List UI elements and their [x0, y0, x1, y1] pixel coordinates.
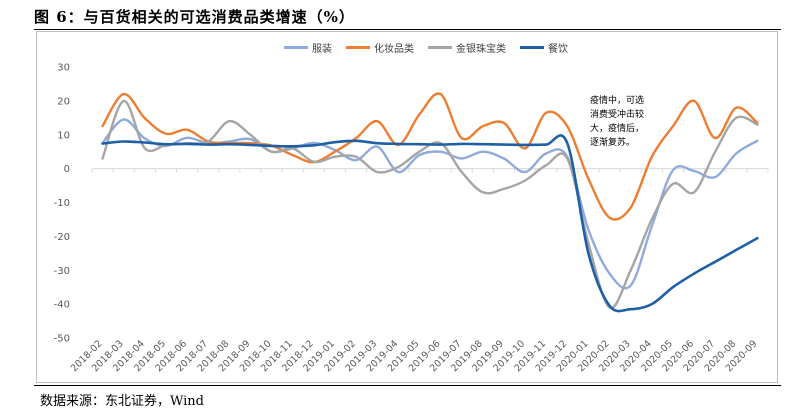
chart-legend: 服装 化妆品类 金银珠宝类 餐饮: [284, 38, 582, 56]
figure-title: 图 6：与百货相关的可选消费品类增速（%）: [34, 8, 355, 26]
y-axis: 30 20 10 0 -10 -20 -30 -40 -50: [54, 63, 70, 345]
y-tick-label: -40: [54, 300, 70, 311]
legend-swatch: [520, 45, 544, 49]
legend-item: 服装: [284, 40, 332, 55]
legend-swatch: [428, 45, 452, 49]
legend-item: 餐饮: [520, 40, 568, 55]
legend-label: 金银珠宝类: [456, 43, 506, 55]
y-tick-label: -20: [54, 232, 70, 243]
legend-item: 金银珠宝类: [428, 40, 506, 55]
y-tick-label: -30: [54, 266, 70, 277]
series-line-3: [101, 99, 759, 309]
y-tick-label: 30: [57, 63, 70, 74]
legend-swatch: [284, 45, 308, 49]
source-rule: [34, 385, 781, 386]
series-line-4: [101, 134, 759, 313]
y-tick-label: 0: [64, 164, 70, 175]
y-tick-label: -10: [54, 198, 70, 209]
legend-label: 化妆品类: [374, 43, 414, 55]
y-tick-label: 10: [57, 130, 70, 141]
legend-label: 餐饮: [548, 43, 568, 55]
legend-item: 化妆品类: [346, 40, 414, 55]
chart-frame: [36, 31, 778, 383]
series-layer: [101, 92, 759, 313]
series-line-2: [101, 92, 759, 221]
title-rule: [34, 29, 781, 30]
y-tick-label: -50: [54, 334, 70, 345]
chart-annotation: 疫情中，可选消费受冲击较大，疫情后，逐渐复苏。: [590, 96, 645, 148]
legend-label: 服装: [312, 43, 332, 55]
x-axis: 2018-022018-032018-042018-052018-062018-…: [69, 168, 769, 374]
data-source: 数据来源：东北证券，Wind: [40, 394, 204, 409]
y-tick-label: 20: [57, 96, 70, 107]
legend-swatch: [346, 45, 370, 49]
